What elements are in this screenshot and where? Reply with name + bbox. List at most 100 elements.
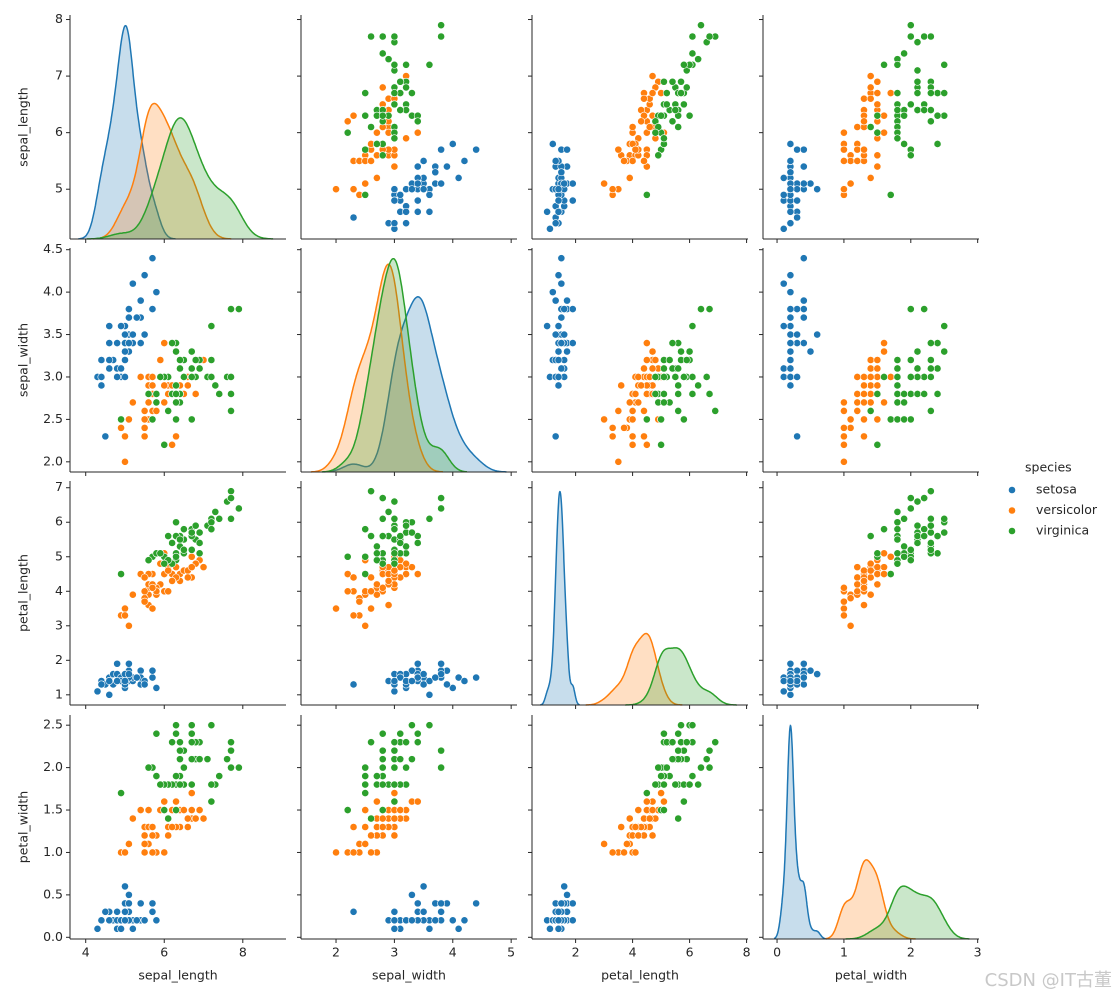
point [425,721,434,730]
point [614,145,623,154]
point [840,440,848,449]
point [893,89,902,97]
point [207,356,216,364]
point [893,381,902,390]
point [402,83,410,92]
point [860,583,868,592]
point [443,162,451,171]
point [671,106,680,114]
point [674,364,683,373]
point [926,356,935,364]
point [402,559,410,568]
point [893,356,902,364]
point [551,219,560,228]
point [187,755,196,764]
point [900,140,909,148]
point [148,907,157,916]
point [893,398,902,407]
point [148,848,157,857]
subplot: 5 6 7 8 [55,11,286,243]
x-tick-label: 5 [507,945,515,960]
point [390,797,399,806]
point [419,882,428,891]
point [413,659,422,668]
point [900,542,909,551]
point [906,494,915,502]
point [172,518,180,527]
point [148,381,157,390]
point [402,134,410,143]
kde-fill [321,258,467,472]
kde-fill [93,103,232,239]
y-axis-label: petal_width [16,791,31,863]
point [657,789,665,797]
point [906,390,915,398]
subplot [528,15,748,243]
point [705,763,714,772]
point [654,151,663,160]
point [660,780,668,789]
point [657,415,665,424]
y-tick-label: 2.5 [43,411,63,426]
y-tick-label: 1 [55,686,63,701]
point [408,721,416,730]
point [187,364,196,373]
point [183,573,192,582]
kde-fill [310,264,443,472]
point [234,305,243,313]
point [682,83,691,92]
point [806,347,815,356]
point [176,738,184,747]
point [227,390,235,398]
point [853,373,862,381]
point [207,525,216,534]
point [662,763,671,772]
x-tick-label: 8 [743,945,751,960]
point [140,597,149,606]
point [933,549,942,558]
point [390,831,399,840]
point [608,423,617,432]
point [378,583,387,592]
point [93,687,102,696]
point [568,305,577,313]
point [786,288,795,297]
point [97,381,106,390]
point [187,563,196,572]
point [425,190,434,199]
point [568,899,577,908]
point [125,890,133,899]
point [227,738,235,747]
point [148,373,157,381]
point [160,806,169,814]
point [227,763,235,772]
point [148,673,157,682]
point [437,21,446,30]
point [913,373,922,381]
point [419,185,428,194]
point [378,532,387,540]
point [786,330,795,339]
point [160,559,169,568]
point [367,831,375,840]
point [846,157,855,165]
point [779,373,788,381]
point [195,539,204,547]
x-tick-label: 6 [686,945,694,960]
point [657,111,665,120]
point [384,55,393,64]
point [554,271,563,280]
point [160,398,169,407]
point [880,570,888,578]
point [866,364,875,373]
point [779,687,788,696]
point [551,296,560,305]
point [866,381,875,390]
x-tick-label: 0 [773,945,781,960]
point [437,179,446,188]
point [779,224,788,233]
point [172,806,180,814]
point [660,364,668,373]
point [156,780,165,789]
point [548,288,557,297]
